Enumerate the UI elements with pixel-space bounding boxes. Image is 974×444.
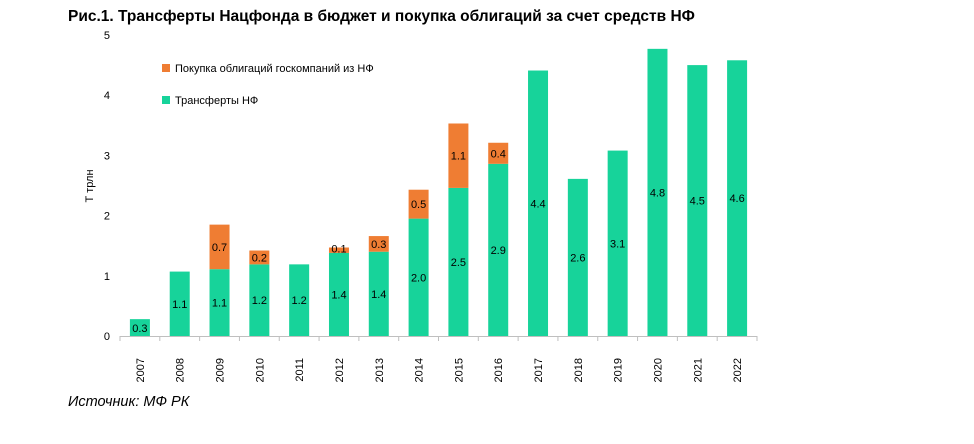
y-tick-label: 5 — [104, 30, 110, 42]
legend-label-bonds: Покупка облигаций госкомпаний из НФ — [175, 63, 374, 75]
y-tick-label: 2 — [104, 211, 110, 223]
data-label-transfers: 1.4 — [371, 289, 386, 301]
data-label-transfers: 1.4 — [331, 289, 346, 301]
data-label-transfers: 4.5 — [690, 196, 705, 208]
data-label-bonds: 0.1 — [331, 243, 346, 255]
data-label-transfers: 2.6 — [570, 252, 585, 264]
legend-swatch-transfers — [162, 96, 170, 104]
bar-bonds — [368, 236, 389, 252]
legend-swatch-bonds — [162, 64, 170, 72]
x-tick-label: 2014 — [414, 358, 426, 382]
bar-transfers — [289, 264, 310, 336]
y-tick-label: 0 — [104, 331, 110, 343]
y-axis-label: Т трлн — [84, 169, 96, 202]
source-note: Источник: МФ РК — [68, 394, 190, 410]
bar-transfers — [209, 269, 230, 336]
bar-bonds — [488, 142, 509, 164]
bar-transfers — [328, 252, 349, 336]
bar-bonds — [249, 250, 270, 265]
bar-transfers — [488, 163, 509, 336]
data-label-bonds: 0.7 — [212, 242, 227, 254]
x-tick-label: 2010 — [254, 358, 266, 382]
x-tick-label: 2019 — [613, 358, 625, 382]
x-tick-label: 2020 — [652, 358, 664, 382]
x-tick-label: 2013 — [374, 358, 386, 382]
x-tick-label: 2007 — [135, 358, 147, 382]
bar-transfers — [687, 65, 708, 336]
x-tick-label: 2015 — [453, 358, 465, 382]
bar-transfers — [528, 70, 549, 336]
data-label-bonds: 0.4 — [491, 148, 506, 160]
bar-transfers — [408, 218, 429, 336]
data-label-transfers: 1.1 — [212, 298, 227, 310]
x-tick-label: 2016 — [493, 358, 505, 382]
legend: Покупка облигаций госкомпаний из НФ Тран… — [162, 63, 374, 107]
data-label-bonds: 0.5 — [411, 199, 426, 211]
data-label-transfers: 1.2 — [252, 295, 267, 307]
bar-transfers — [249, 264, 270, 336]
data-label-transfers: 0.3 — [132, 323, 147, 335]
bar-transfers — [647, 48, 668, 336]
y-tick-label: 4 — [104, 90, 110, 102]
bar-bonds — [448, 123, 469, 188]
bar-transfers — [727, 60, 748, 337]
data-label-transfers: 1.2 — [292, 295, 307, 307]
x-tick-label: 2021 — [692, 358, 704, 382]
data-label-bonds: 1.1 — [451, 151, 466, 163]
bar-transfers — [129, 319, 150, 336]
bar-bonds — [408, 189, 429, 219]
bar-transfers — [169, 271, 190, 336]
x-tick-label: 2017 — [533, 358, 545, 382]
y-tick-label: 1 — [104, 271, 110, 283]
y-axis: 0 1 2 3 4 5 — [104, 30, 110, 343]
y-tick-label: 3 — [104, 150, 110, 162]
data-label-transfers: 4.6 — [729, 193, 744, 205]
x-tick-label: 2011 — [294, 358, 306, 382]
bar-bonds — [209, 224, 230, 270]
chart-title: Рис.1. Трансферты Нацфонда в бюджет и по… — [68, 8, 695, 25]
x-tick-label: 2018 — [573, 358, 585, 382]
data-label-bonds: 0.2 — [252, 252, 267, 264]
data-label-transfers: 3.1 — [610, 238, 625, 250]
x-axis: 2007 2008 2009 2010 2011 2012 2013 2014 2015 2016… — [119, 336, 758, 382]
bar-bonds — [328, 247, 349, 253]
legend-label-transfers: Трансферты НФ — [175, 95, 258, 107]
data-label-transfers: 2.0 — [411, 272, 426, 284]
x-tick-label: 2012 — [334, 358, 346, 382]
x-tick-label: 2008 — [175, 358, 187, 382]
data-label-transfers: 2.9 — [491, 245, 506, 257]
bar-transfers — [567, 178, 588, 336]
data-label-transfers: 4.4 — [530, 198, 545, 210]
bar-transfers — [368, 251, 389, 336]
bars: 0.3 1.1 1.1 0.7 1.2 0.2 1.2 1.4 0.1 1.4 0.3 2.0 0.5 2… — [129, 48, 748, 337]
bar-transfers — [448, 187, 469, 336]
data-label-transfers: 1.1 — [172, 299, 187, 311]
x-tick-label: 2009 — [215, 358, 227, 382]
data-label-bonds: 0.3 — [371, 239, 386, 251]
data-label-transfers: 4.8 — [650, 187, 665, 199]
data-label-transfers: 2.5 — [451, 257, 466, 269]
bar-transfers — [607, 150, 628, 336]
x-tick-label: 2022 — [732, 358, 744, 382]
